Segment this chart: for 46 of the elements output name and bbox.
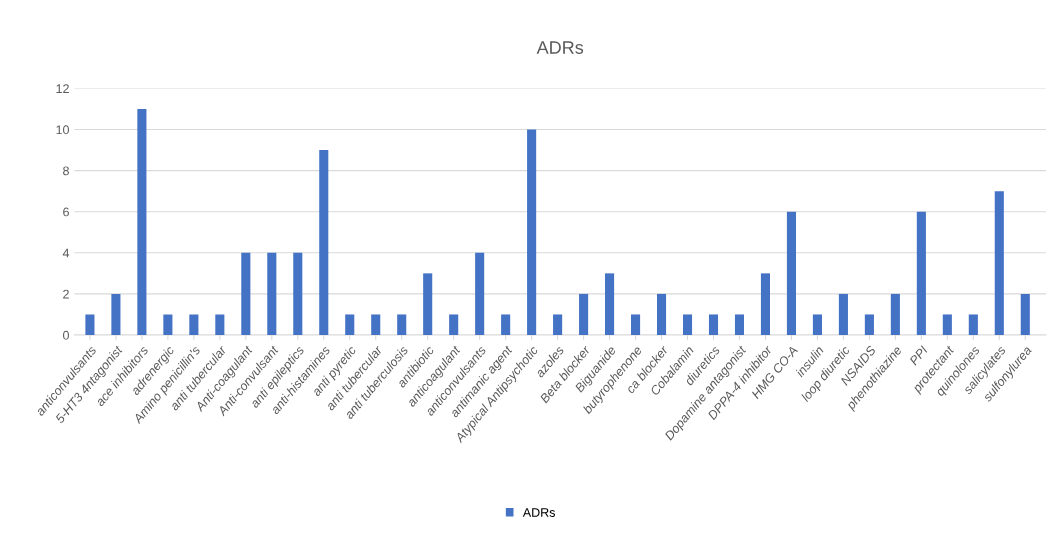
y-tick-label: 0 bbox=[63, 330, 69, 340]
bar bbox=[267, 252, 277, 335]
bar bbox=[760, 273, 771, 335]
bar bbox=[475, 252, 485, 335]
bar bbox=[682, 314, 693, 335]
y-tick-label: 6 bbox=[63, 207, 69, 217]
y-tick-label: 8 bbox=[63, 166, 69, 176]
bar bbox=[501, 314, 511, 335]
bar bbox=[137, 108, 147, 335]
bar bbox=[579, 293, 589, 335]
bar bbox=[734, 314, 745, 335]
bar bbox=[812, 314, 822, 335]
bar bbox=[345, 314, 355, 335]
bar bbox=[527, 129, 537, 335]
bar bbox=[85, 314, 95, 335]
bar bbox=[423, 273, 433, 335]
y-tick-label: 2 bbox=[63, 289, 69, 299]
bar bbox=[553, 314, 563, 335]
bar bbox=[371, 314, 381, 335]
bar bbox=[449, 314, 459, 335]
y-tick-label: 4 bbox=[62, 248, 70, 258]
bar bbox=[838, 293, 848, 335]
bar bbox=[631, 314, 641, 335]
y-tick-label: 12 bbox=[56, 84, 69, 93]
chart-title: ADRs bbox=[536, 41, 584, 54]
legend-label: ADRs bbox=[522, 508, 555, 517]
bar bbox=[890, 293, 900, 335]
bar bbox=[293, 252, 303, 335]
bar bbox=[968, 314, 978, 335]
bar bbox=[994, 191, 1004, 335]
bar bbox=[605, 273, 615, 335]
bar bbox=[942, 314, 952, 335]
bar bbox=[111, 293, 121, 335]
bar bbox=[163, 314, 173, 335]
bar bbox=[215, 314, 225, 335]
bar bbox=[241, 252, 251, 335]
bar bbox=[189, 314, 199, 335]
bar bbox=[786, 211, 796, 335]
bar bbox=[864, 314, 874, 335]
bar bbox=[916, 211, 926, 335]
bar bbox=[1020, 293, 1030, 335]
bar bbox=[397, 314, 407, 335]
bar bbox=[319, 150, 329, 335]
y-tick-label: 10 bbox=[56, 125, 69, 135]
bar bbox=[656, 293, 667, 335]
bar bbox=[708, 314, 719, 335]
